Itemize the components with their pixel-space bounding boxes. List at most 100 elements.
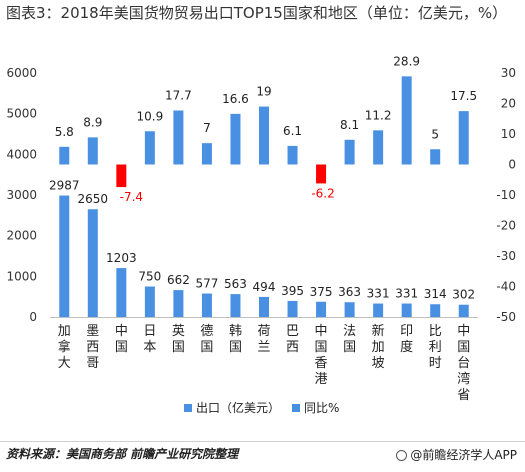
category-label: 港 [315,372,328,387]
category-label: 荷 [257,324,270,339]
yoy-value-label: 6.1 [283,124,302,138]
yoy-value-label: 16.6 [222,92,249,106]
export-bar [344,302,355,317]
yoy-value-label: 10.9 [137,109,164,123]
category-label: 时 [429,356,442,371]
yoy-bar [287,145,298,165]
right-axis-tick-label: -10 [496,188,516,202]
category-label: 大 [58,356,71,371]
export-bar [287,300,298,317]
yoy-bar [458,111,469,165]
category-label: 国 [229,340,242,355]
yoy-bar [373,130,384,165]
right-axis-tick-label: -20 [496,219,516,233]
export-bar [116,268,127,317]
category-label: 比 [429,324,442,339]
yoy-bar [87,137,98,165]
category-label: 本 [143,340,156,355]
export-value-label: 2987 [49,179,80,193]
category-label: 坡 [372,356,385,371]
legend-swatch-yoy [292,404,300,412]
yoy-bar [316,164,327,184]
category-label: 加 [372,340,385,355]
left-axis-tick-label: 5000 [6,107,37,121]
category-label: 日 [143,324,156,339]
category-label: 韩 [229,324,242,339]
category-label: 哥 [86,356,99,371]
right-axis-tick-label: 30 [501,66,516,80]
export-value-label: 331 [367,287,390,301]
yoy-bar [230,113,241,165]
category-label: 国 [315,340,328,355]
yoy-value-label: -7.4 [120,190,143,204]
export-value-label: 302 [452,288,475,302]
category-label: 国 [172,340,185,355]
source-note: 资料来源：美国商务部 前瞻产业研究院整理 [6,447,239,461]
yoy-bar [59,146,70,165]
right-axis-tick-label: -40 [496,280,516,294]
category-label: 墨 [86,324,99,339]
export-value-label: 750 [138,270,161,284]
right-axis-tick-label: -50 [496,310,516,324]
category-label: 拿 [58,339,71,355]
yoy-value-label: 7 [203,121,211,135]
right-axis-tick-label: 10 [501,127,516,141]
category-label: 香 [315,356,328,371]
category-label: 中 [115,324,128,339]
yoy-value-label: 8.1 [340,118,359,132]
right-axis-tick-label: 0 [508,158,516,172]
left-axis-tick-label: 0 [29,310,37,324]
export-bar [230,294,241,317]
yoy-bar [201,143,212,165]
export-bar [316,301,327,317]
export-bar [144,286,155,317]
yoy-value-label: 11.2 [365,108,392,122]
right-axis-tick-label: 20 [501,97,516,111]
category-label: 德 [200,324,213,339]
export-value-label: 1203 [106,251,137,265]
right-axis-tick-label: -30 [496,249,516,263]
yoy-value-label: 8.9 [83,115,102,129]
yoy-bar [401,76,412,165]
category-label: 利 [429,340,442,355]
export-value-label: 563 [224,277,247,291]
chart-title: 图表3：2018年美国货物贸易出口TOP15国家和地区（单位：亿美元，%） [6,4,508,22]
category-label: 省 [457,388,470,403]
yoy-bar [116,164,127,188]
legend-label-yoy: 同比% [304,401,339,415]
export-bar [430,304,441,317]
left-axis-tick-label: 1000 [6,269,37,283]
brand-icon [396,450,408,461]
category-label: 巴 [286,324,299,339]
category-label: 西 [86,340,99,355]
yoy-value-label: 5.8 [55,125,74,139]
export-value-label: 494 [253,280,276,294]
brand-label: @前瞻经济学人APP [396,446,517,463]
export-bar [373,303,384,317]
export-bar [173,290,184,317]
category-label: 兰 [257,340,270,355]
brand-text: @前瞻经济学人APP [410,448,517,462]
yoy-bar [144,131,155,165]
export-value-label: 2650 [78,192,109,206]
yoy-bar [173,110,184,165]
yoy-bar [259,106,269,165]
export-bar [401,303,412,317]
category-label: 国 [200,340,213,355]
export-bar [201,293,212,317]
export-bar [259,296,269,317]
yoy-bar [430,149,441,165]
export-value-label: 375 [310,285,333,299]
legend-swatch-export [184,404,192,412]
category-label: 中 [315,324,328,339]
export-value-label: 363 [338,285,361,299]
export-bar [59,195,70,317]
export-value-label: 314 [424,287,447,301]
export-value-label: 577 [195,277,218,291]
category-label: 印 [400,324,413,339]
yoy-bar [344,139,355,165]
category-label: 西 [286,340,299,355]
yoy-value-label: 28.9 [393,54,420,68]
category-label: 英 [172,324,185,339]
export-value-label: 395 [281,284,304,298]
